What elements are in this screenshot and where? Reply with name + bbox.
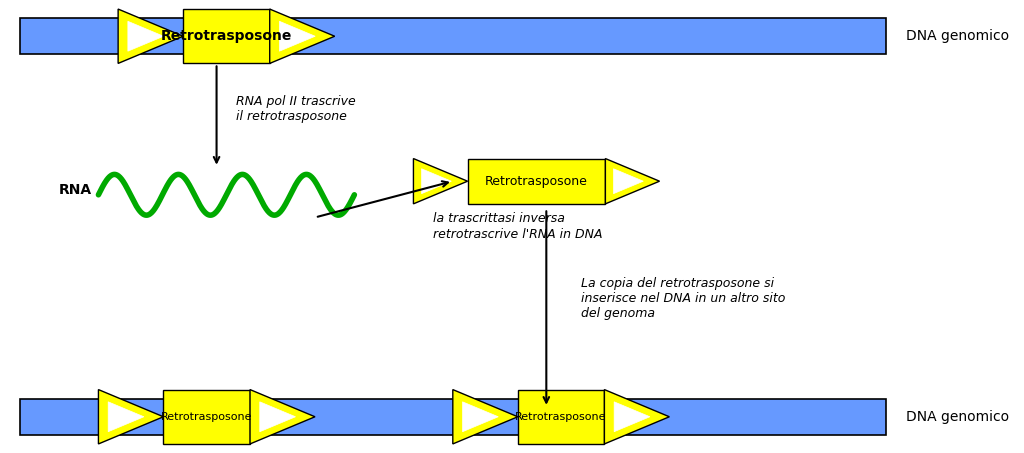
Text: Retrotrasposone: Retrotrasposone	[161, 412, 253, 422]
Polygon shape	[414, 159, 468, 204]
FancyBboxPatch shape	[183, 9, 269, 63]
Polygon shape	[280, 21, 315, 51]
Text: DNA genomico: DNA genomico	[905, 29, 1009, 43]
Text: DNA genomico: DNA genomico	[905, 410, 1009, 424]
Text: Retrotrasposone: Retrotrasposone	[485, 175, 588, 188]
Text: Retrotrasposone: Retrotrasposone	[515, 412, 607, 422]
FancyBboxPatch shape	[19, 399, 886, 435]
Polygon shape	[605, 159, 659, 204]
FancyBboxPatch shape	[19, 18, 886, 54]
Text: la trascrittasi inversa
retrotrascrive l'RNA in DNA: la trascrittasi inversa retrotrascrive l…	[433, 212, 602, 241]
Polygon shape	[98, 390, 164, 444]
Polygon shape	[463, 402, 499, 432]
Polygon shape	[453, 390, 518, 444]
Polygon shape	[128, 21, 164, 51]
FancyBboxPatch shape	[164, 390, 250, 444]
Polygon shape	[118, 9, 183, 63]
Polygon shape	[604, 390, 670, 444]
Text: RNA pol II trascrive
il retrotrasposone: RNA pol II trascrive il retrotrasposone	[237, 95, 356, 123]
Polygon shape	[422, 169, 452, 193]
Polygon shape	[614, 402, 650, 432]
Text: Retrotrasposone: Retrotrasposone	[161, 29, 292, 43]
Polygon shape	[613, 169, 643, 193]
FancyBboxPatch shape	[518, 390, 604, 444]
Polygon shape	[250, 390, 315, 444]
Polygon shape	[260, 402, 296, 432]
Text: La copia del retrotrasposone si
inserisce nel DNA in un altro sito
del genoma: La copia del retrotrasposone si inserisc…	[581, 278, 785, 320]
Polygon shape	[269, 9, 335, 63]
FancyBboxPatch shape	[468, 159, 605, 204]
Text: RNA: RNA	[59, 183, 92, 197]
Polygon shape	[109, 402, 144, 432]
